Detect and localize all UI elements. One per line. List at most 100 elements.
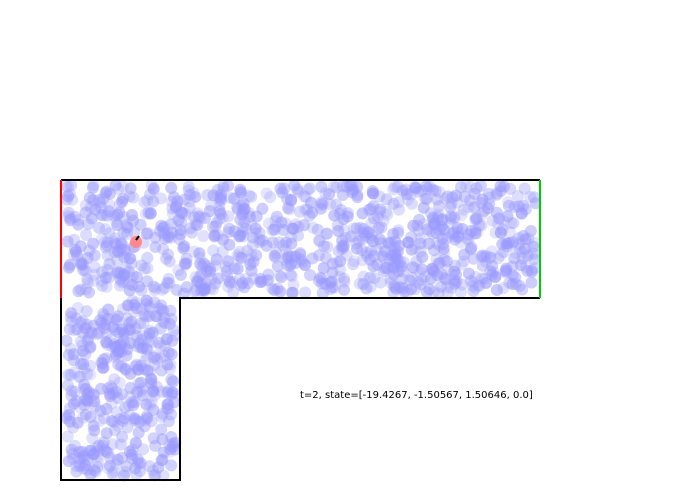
particle — [286, 286, 299, 299]
particle — [351, 242, 363, 255]
particle — [336, 189, 349, 201]
particle — [431, 193, 444, 206]
particle — [366, 185, 379, 198]
particle — [222, 179, 235, 192]
particle — [434, 280, 447, 293]
particle — [65, 307, 78, 320]
particle — [228, 225, 241, 238]
particle — [515, 259, 527, 272]
particle — [499, 265, 512, 278]
particle — [173, 233, 186, 245]
particle — [315, 198, 328, 211]
particle — [81, 276, 94, 289]
particle — [336, 234, 349, 247]
particle — [459, 180, 472, 193]
particle — [109, 341, 122, 354]
particle — [111, 419, 124, 432]
particle — [60, 180, 73, 193]
particle — [148, 284, 161, 297]
particle — [68, 233, 81, 246]
particle — [179, 208, 192, 221]
particle — [107, 469, 120, 482]
particle — [345, 230, 358, 243]
particle — [161, 398, 174, 411]
particle — [74, 283, 87, 296]
particle — [126, 396, 139, 409]
particle — [381, 262, 394, 274]
particle — [254, 233, 266, 246]
particle — [405, 197, 418, 210]
particle — [456, 278, 468, 291]
particle — [470, 182, 483, 195]
particle — [62, 455, 75, 468]
particle — [457, 203, 470, 216]
particle — [113, 206, 126, 219]
particle — [452, 230, 464, 243]
particle — [111, 453, 124, 466]
particle — [203, 205, 216, 218]
particle — [441, 286, 454, 299]
particle — [332, 225, 345, 237]
particle — [81, 368, 94, 380]
particle — [162, 415, 175, 428]
particle — [316, 287, 329, 300]
particle — [163, 318, 176, 330]
particle — [241, 244, 254, 257]
particle — [238, 281, 251, 294]
particle — [65, 389, 78, 402]
particle — [194, 284, 207, 297]
particle — [156, 407, 169, 420]
particle — [312, 249, 325, 262]
particle — [447, 230, 460, 242]
particle — [162, 346, 175, 359]
particle — [364, 271, 376, 284]
particle — [422, 237, 435, 250]
particle — [247, 238, 259, 251]
particle — [346, 230, 359, 243]
particle — [74, 401, 87, 414]
particle — [330, 198, 343, 211]
particle — [131, 386, 144, 398]
particle — [475, 250, 488, 263]
particle — [441, 263, 454, 276]
particle — [120, 349, 133, 362]
particle — [529, 262, 541, 275]
particle — [98, 353, 110, 366]
particle — [87, 447, 100, 460]
particle — [113, 413, 126, 425]
particle — [79, 408, 92, 421]
particle — [421, 223, 434, 236]
particle — [374, 203, 387, 216]
particle — [288, 179, 301, 192]
particle — [68, 385, 81, 398]
particle — [327, 180, 340, 193]
particle — [433, 200, 446, 212]
particle — [237, 230, 250, 243]
particle — [333, 270, 346, 283]
particle — [448, 277, 461, 290]
particle — [452, 226, 464, 239]
particle — [164, 304, 177, 317]
particle — [217, 182, 230, 195]
particle — [121, 299, 134, 312]
particle — [341, 210, 354, 223]
particle — [228, 192, 241, 205]
particle — [75, 256, 88, 269]
particle — [63, 188, 76, 200]
particle — [434, 256, 447, 269]
particle — [222, 280, 235, 293]
particle — [388, 180, 401, 193]
particle — [451, 222, 464, 234]
particle — [312, 274, 325, 287]
particle — [68, 324, 81, 337]
particle — [98, 443, 111, 456]
particle — [360, 249, 373, 262]
particle — [220, 265, 233, 278]
particle — [333, 207, 346, 220]
particle — [424, 207, 437, 220]
particle — [102, 303, 115, 316]
particle — [118, 412, 131, 425]
particle — [110, 348, 122, 361]
particle — [65, 315, 78, 328]
